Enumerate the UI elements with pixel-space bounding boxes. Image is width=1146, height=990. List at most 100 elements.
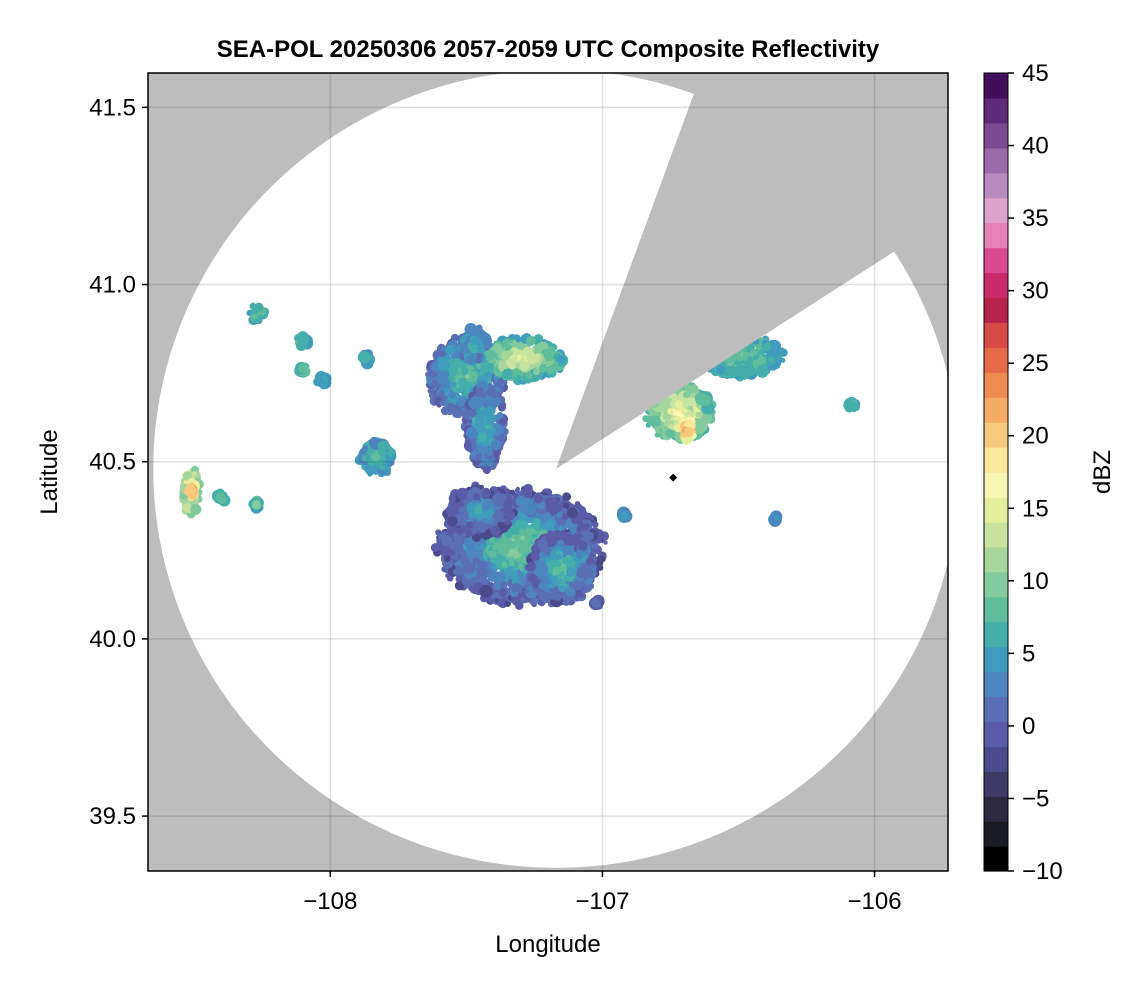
x-tick-label: −107 — [575, 888, 629, 915]
echo-pixel — [187, 485, 197, 495]
echo-pixel — [492, 511, 504, 523]
echo-pixel — [486, 449, 493, 456]
echo-pixel — [448, 390, 457, 399]
colorbar-segment — [984, 771, 1008, 797]
echo-pixel — [298, 363, 309, 374]
echo-pixel — [555, 553, 562, 560]
echo-pixel — [526, 352, 534, 360]
echo-pixel — [716, 364, 726, 375]
echo-pixel — [597, 559, 602, 564]
echo-pixel — [562, 492, 572, 502]
echo-pixel — [480, 392, 487, 399]
echo-pixel — [527, 573, 538, 583]
echo-pixel — [458, 387, 464, 393]
echo-pixel — [767, 356, 776, 364]
echo-pixel — [511, 355, 517, 361]
echo-pixel — [578, 542, 587, 551]
echo-pixel — [489, 570, 500, 581]
echo-cell — [294, 361, 311, 378]
echo-pixel — [537, 569, 546, 578]
colorbar-tick-label: 25 — [1022, 350, 1049, 377]
echo-pixel — [523, 588, 530, 595]
echo-pixel — [525, 371, 533, 379]
echo-pixel — [544, 547, 552, 555]
echo-pixel — [848, 401, 858, 411]
echo-pixel — [451, 381, 457, 388]
echo-pixel — [483, 513, 489, 518]
colorbar-segment — [984, 846, 1008, 872]
echo-pixel — [483, 349, 496, 362]
colorbar-segment — [984, 422, 1008, 448]
colorbar-segment — [984, 571, 1008, 598]
echo-pixel — [490, 525, 501, 536]
echo-pixel — [694, 417, 700, 423]
echo-pixel — [428, 392, 435, 399]
echo-cell — [768, 510, 783, 527]
echo-pixel — [471, 576, 478, 583]
echo-pixel — [515, 336, 522, 343]
colorbar-tick-label: −5 — [1022, 785, 1049, 812]
colorbar-tick-label: 45 — [1022, 60, 1049, 87]
echo-pixel — [497, 403, 507, 412]
echo-pixel — [439, 350, 447, 357]
echo-pixel — [457, 501, 464, 508]
colorbar-tick-label: 30 — [1022, 278, 1049, 305]
colorbar-tick-label: 35 — [1022, 205, 1049, 232]
echo-pixel — [522, 530, 533, 541]
colorbar-segment — [984, 447, 1008, 473]
echo-pixel — [497, 377, 505, 385]
echo-pixel — [504, 508, 512, 516]
echo-pixel — [498, 588, 507, 597]
echo-pixel — [460, 367, 469, 376]
echo-pixel — [556, 512, 563, 518]
echo-pixel — [509, 559, 516, 567]
echo-pixel — [485, 362, 494, 372]
colorbar-segment — [984, 696, 1008, 722]
x-tick-label: −108 — [303, 888, 357, 915]
echo-pixel — [470, 335, 481, 346]
echo-pixel — [568, 524, 578, 533]
echo-pixel — [517, 552, 522, 557]
echo-pixel — [451, 406, 464, 418]
echo-pixel — [649, 415, 661, 427]
echo-pixel — [522, 362, 530, 369]
echo-pixel — [515, 362, 521, 369]
echo-cell — [843, 396, 861, 413]
echo-pixel — [465, 374, 470, 379]
echo-pixel — [533, 368, 540, 376]
echo-pixel — [550, 575, 559, 584]
echo-pixel — [485, 411, 492, 417]
echo-pixel — [750, 348, 758, 357]
echo-pixel — [546, 579, 552, 585]
echo-pixel — [464, 322, 478, 336]
colorbar-segment — [984, 297, 1008, 323]
echo-pixel — [456, 397, 467, 407]
colorbar-segment — [984, 147, 1008, 174]
echo-pixel — [774, 516, 779, 521]
colorbar-segment — [984, 646, 1008, 673]
echo-pixel — [500, 581, 508, 589]
echo-pixel — [665, 429, 674, 438]
x-axis-label: Longitude — [495, 931, 600, 958]
echo-pixel — [487, 424, 492, 430]
echo-pixel — [517, 563, 524, 569]
echo-pixel — [744, 367, 754, 377]
echo-pixel — [476, 352, 483, 360]
echo-pixel — [741, 354, 748, 361]
echo-cell — [248, 495, 265, 514]
echo-pixel — [736, 355, 743, 362]
echo-pixel — [462, 561, 475, 575]
echo-cell — [294, 331, 314, 352]
colorbar-tick-label: −10 — [1022, 858, 1063, 885]
echo-pixel — [683, 427, 694, 438]
echo-pixel — [531, 534, 537, 539]
echo-pixel — [537, 538, 548, 550]
echo-pixel — [546, 365, 555, 375]
echo-pixel — [584, 567, 593, 576]
echo-pixel — [667, 408, 674, 415]
echo-pixel — [474, 506, 483, 514]
echo-pixel — [472, 493, 481, 502]
colorbar-segment — [984, 97, 1008, 124]
echo-pixel — [525, 335, 536, 347]
colorbar-frame — [983, 72, 1009, 872]
